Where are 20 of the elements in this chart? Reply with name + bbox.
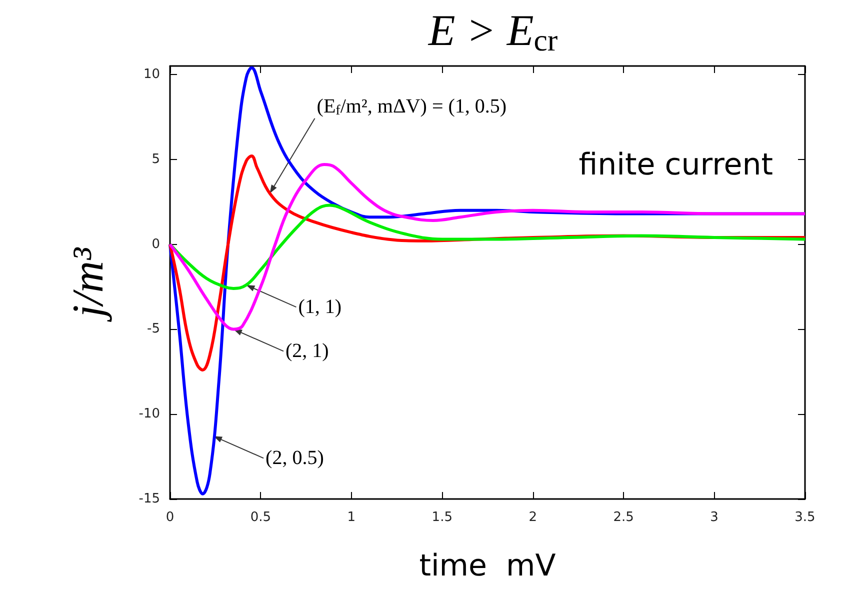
x-tick-label: 3.5 <box>794 510 816 525</box>
annotation: (2, 1) <box>286 340 329 362</box>
x-tick-label: 2 <box>528 510 537 525</box>
x-tick-label: 3 <box>710 510 718 525</box>
y-tick-label: -15 <box>138 492 160 506</box>
annotation: (2, 0.5) <box>266 447 324 470</box>
y-tick-label: 5 <box>152 152 160 167</box>
y-axis-title: j/m³ <box>64 246 112 322</box>
y-tick-label: -10 <box>138 406 160 422</box>
x-axis-title: time mV <box>419 548 556 584</box>
x-tick-label: 1.5 <box>432 510 452 525</box>
y-tick-label: 10 <box>143 66 160 82</box>
y-tick-label: -5 <box>147 322 160 337</box>
annotation: (1, 1) <box>298 296 342 318</box>
annotation: finite current <box>578 148 774 182</box>
x-tick-label: 0 <box>166 510 174 525</box>
x-tick-label: 2.5 <box>613 510 634 525</box>
y-tick-label: 0 <box>152 236 160 252</box>
x-tick-label: 1 <box>347 510 356 525</box>
x-tick-label: 0.5 <box>250 510 272 525</box>
